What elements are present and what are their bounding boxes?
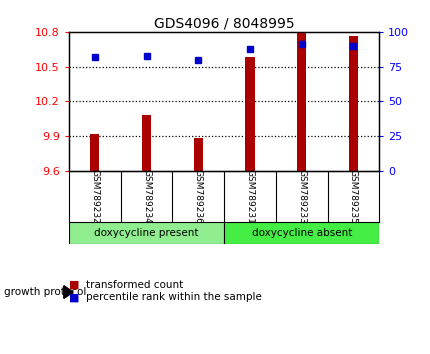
Bar xyxy=(90,134,99,171)
Bar xyxy=(348,36,357,171)
Bar xyxy=(193,138,203,171)
Text: doxycycline present: doxycycline present xyxy=(94,228,198,238)
Text: percentile rank within the sample: percentile rank within the sample xyxy=(86,292,261,302)
Text: transformed count: transformed count xyxy=(86,280,183,290)
Text: GSM789236: GSM789236 xyxy=(194,169,202,224)
Text: growth protocol: growth protocol xyxy=(4,287,86,297)
Text: GSM789235: GSM789235 xyxy=(348,169,357,224)
Bar xyxy=(296,32,306,171)
Polygon shape xyxy=(64,286,73,298)
Text: ■: ■ xyxy=(69,280,79,290)
Text: GSM789234: GSM789234 xyxy=(142,169,150,224)
Text: GSM789231: GSM789231 xyxy=(245,169,254,224)
Bar xyxy=(141,115,151,171)
Text: ■: ■ xyxy=(69,292,79,302)
Bar xyxy=(224,222,378,244)
Text: doxycycline absent: doxycycline absent xyxy=(251,228,351,238)
Text: GSM789233: GSM789233 xyxy=(297,169,305,224)
Text: GSM789232: GSM789232 xyxy=(90,169,99,224)
Title: GDS4096 / 8048995: GDS4096 / 8048995 xyxy=(154,17,294,31)
Bar xyxy=(245,57,254,171)
Bar xyxy=(69,222,224,244)
